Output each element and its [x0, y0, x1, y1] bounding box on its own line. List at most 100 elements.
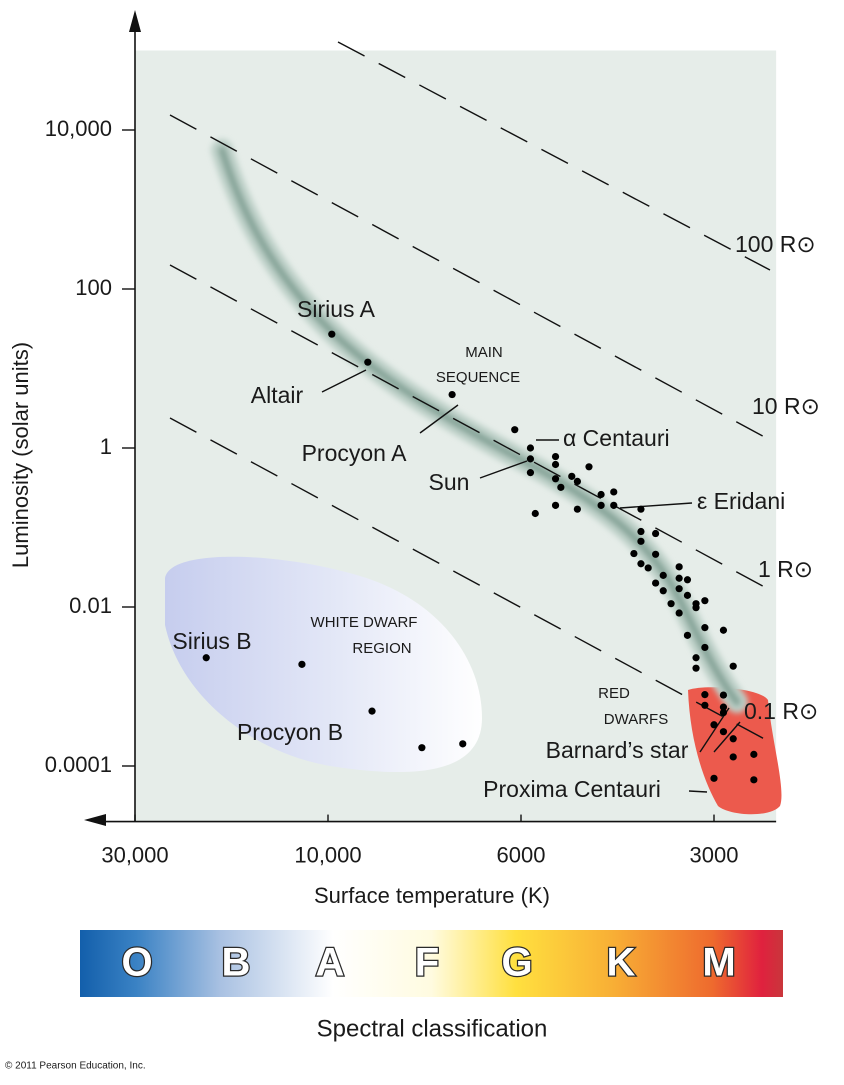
star-dot	[551, 452, 560, 461]
x-tick-label: 6000	[497, 842, 546, 867]
leader-line	[419, 404, 459, 434]
star-dot	[526, 469, 535, 477]
y-axis-title: Luminosity (solar units)	[8, 342, 33, 568]
star-dot	[729, 662, 737, 670]
named-star-dot	[710, 774, 718, 782]
spectral-title: Spectral classification	[317, 1015, 548, 1042]
star-dot	[750, 750, 758, 758]
y-axis-arrow	[129, 10, 141, 32]
named-star-dot	[719, 691, 728, 699]
spectral-class: K	[607, 941, 636, 985]
star-dot	[701, 624, 709, 632]
red-dwarf-region	[688, 687, 782, 815]
star-dot	[637, 560, 645, 568]
x-axis-title: Surface temperature (K)	[314, 883, 550, 908]
star-dot	[652, 550, 660, 558]
named-star-dot	[610, 488, 618, 496]
y-tick-label: 0.0001	[45, 752, 112, 777]
star-dot	[750, 776, 758, 784]
star-dot	[675, 585, 683, 593]
x-tick-label: 30,000	[101, 842, 168, 867]
x-tick-label: 10,000	[294, 842, 361, 867]
star-dot	[298, 660, 306, 668]
region-label: WHITE DWARF	[311, 614, 418, 631]
star-dot	[459, 740, 467, 748]
region-label: SEQUENCE	[436, 369, 520, 386]
radius-label: 100 R⊙	[735, 231, 816, 257]
star-dot	[719, 703, 728, 711]
leader-line	[321, 369, 367, 393]
star-label: Sun	[429, 469, 470, 495]
leader-line	[688, 790, 708, 793]
star-dot	[526, 455, 535, 463]
star-label: Procyon A	[302, 440, 407, 466]
star-dot	[585, 463, 593, 471]
region-label: REGION	[352, 640, 411, 657]
star-dot	[637, 537, 645, 545]
star-dot	[683, 591, 692, 599]
spectral-class: F	[415, 941, 439, 985]
radius-label: 10 R⊙	[752, 393, 820, 419]
star-dot	[597, 501, 605, 509]
radius-label: 0.1 R⊙	[744, 698, 818, 724]
star-dot	[637, 505, 645, 513]
y-tick-label: 0.01	[69, 593, 112, 618]
y-tick-label: 1	[100, 434, 112, 459]
star-dot	[659, 587, 667, 595]
spectral-class: M	[702, 941, 735, 985]
spectral-class: G	[501, 941, 532, 985]
spectral-bar	[80, 930, 783, 997]
star-label: Altair	[251, 382, 304, 408]
star-dot	[630, 549, 638, 558]
spectral-class: B	[222, 941, 251, 985]
radius-line	[169, 417, 771, 743]
star-label: Sirius B	[172, 628, 251, 654]
star-dot	[551, 460, 560, 469]
star-dot	[675, 563, 683, 571]
star-dot	[729, 753, 737, 761]
star-dot	[597, 490, 605, 499]
star-dot	[551, 475, 560, 483]
marks: 10,000 100 1 0.01 0.0001 30,000 10,000 6000 3000	[45, 28, 777, 867]
star-label: ε Eridani	[697, 488, 785, 514]
star-dot	[710, 721, 718, 729]
radius-line	[337, 41, 771, 271]
star-dot	[719, 708, 728, 717]
leader-line	[713, 721, 741, 753]
star-dot	[701, 597, 709, 605]
radius-label: 1 R⊙	[758, 556, 813, 582]
spectral-class: O	[121, 941, 152, 985]
star-label: Procyon B	[237, 719, 343, 745]
star-dot	[652, 529, 660, 538]
star-dot	[719, 626, 728, 634]
star-dot	[701, 701, 709, 709]
credit: © 2011 Pearson Education, Inc.	[5, 1061, 146, 1072]
star-dot	[551, 501, 560, 509]
star-dot	[719, 728, 728, 736]
leader-line	[479, 460, 528, 479]
region-label: RED	[598, 685, 630, 702]
star-dot	[701, 691, 709, 699]
leader-line	[619, 502, 693, 509]
star-dot	[568, 472, 576, 480]
spectral-class: A	[316, 941, 345, 985]
named-star-dot	[448, 390, 456, 399]
radius-line	[169, 264, 771, 591]
star-dot	[692, 654, 700, 662]
star-dot	[418, 744, 426, 752]
star-dot	[692, 604, 700, 612]
star-dot	[573, 505, 581, 513]
star-dot	[675, 609, 683, 617]
star-label: Proxima Centauri	[483, 776, 661, 802]
named-star-dot	[511, 426, 519, 434]
star-dot	[637, 527, 645, 536]
star-dot	[652, 579, 660, 587]
star-dot	[701, 643, 709, 652]
named-star-dot	[368, 707, 376, 715]
main-sequence-band	[211, 139, 748, 713]
star-dot	[683, 576, 692, 584]
radius-line	[169, 114, 771, 441]
star-dot	[610, 501, 618, 509]
